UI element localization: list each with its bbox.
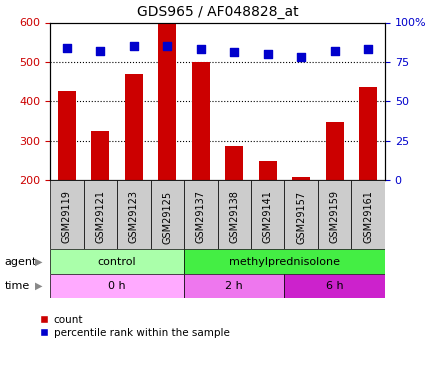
- Point: [197, 46, 204, 52]
- Text: GSM29121: GSM29121: [95, 190, 105, 243]
- Text: methylprednisolone: methylprednisolone: [228, 256, 339, 267]
- Text: GSM29125: GSM29125: [162, 190, 172, 243]
- Text: 2 h: 2 h: [225, 281, 243, 291]
- Text: 6 h: 6 h: [325, 281, 343, 291]
- Bar: [150, 180, 184, 249]
- Point: [364, 46, 371, 52]
- Bar: [50, 274, 184, 298]
- Point: [297, 54, 304, 60]
- Point: [63, 45, 70, 51]
- Bar: [57, 92, 76, 180]
- Text: GSM29161: GSM29161: [362, 190, 372, 243]
- Bar: [351, 180, 384, 249]
- Bar: [191, 62, 210, 180]
- Point: [230, 50, 237, 55]
- Bar: [317, 180, 351, 249]
- Text: ▶: ▶: [35, 281, 43, 291]
- Bar: [258, 161, 276, 180]
- Text: GSM29138: GSM29138: [229, 190, 239, 243]
- Bar: [224, 146, 243, 180]
- Bar: [50, 180, 83, 249]
- Text: GSM29159: GSM29159: [329, 190, 339, 243]
- Point: [97, 48, 104, 54]
- Point: [164, 43, 171, 49]
- Point: [264, 51, 271, 57]
- Text: 0 h: 0 h: [108, 281, 125, 291]
- Bar: [291, 177, 310, 180]
- Bar: [217, 180, 250, 249]
- Bar: [83, 180, 117, 249]
- Text: ▶: ▶: [35, 256, 43, 267]
- Text: GSM29141: GSM29141: [262, 190, 272, 243]
- Bar: [325, 122, 343, 180]
- Bar: [284, 180, 317, 249]
- Bar: [124, 75, 143, 180]
- Text: GSM29157: GSM29157: [296, 190, 306, 243]
- Text: GSM29119: GSM29119: [62, 190, 72, 243]
- Bar: [184, 274, 284, 298]
- Point: [130, 43, 137, 49]
- Bar: [50, 249, 184, 274]
- Point: [331, 48, 338, 54]
- Text: agent: agent: [4, 256, 36, 267]
- Bar: [158, 24, 176, 180]
- Text: control: control: [98, 256, 136, 267]
- Text: GSM29137: GSM29137: [195, 190, 205, 243]
- Bar: [358, 87, 377, 180]
- Title: GDS965 / AF048828_at: GDS965 / AF048828_at: [136, 5, 298, 19]
- Bar: [250, 180, 284, 249]
- Bar: [284, 274, 384, 298]
- Text: time: time: [4, 281, 30, 291]
- Bar: [117, 180, 150, 249]
- Bar: [184, 249, 384, 274]
- Legend: count, percentile rank within the sample: count, percentile rank within the sample: [40, 315, 229, 338]
- Bar: [184, 180, 217, 249]
- Text: GSM29123: GSM29123: [128, 190, 138, 243]
- Bar: [91, 131, 109, 180]
